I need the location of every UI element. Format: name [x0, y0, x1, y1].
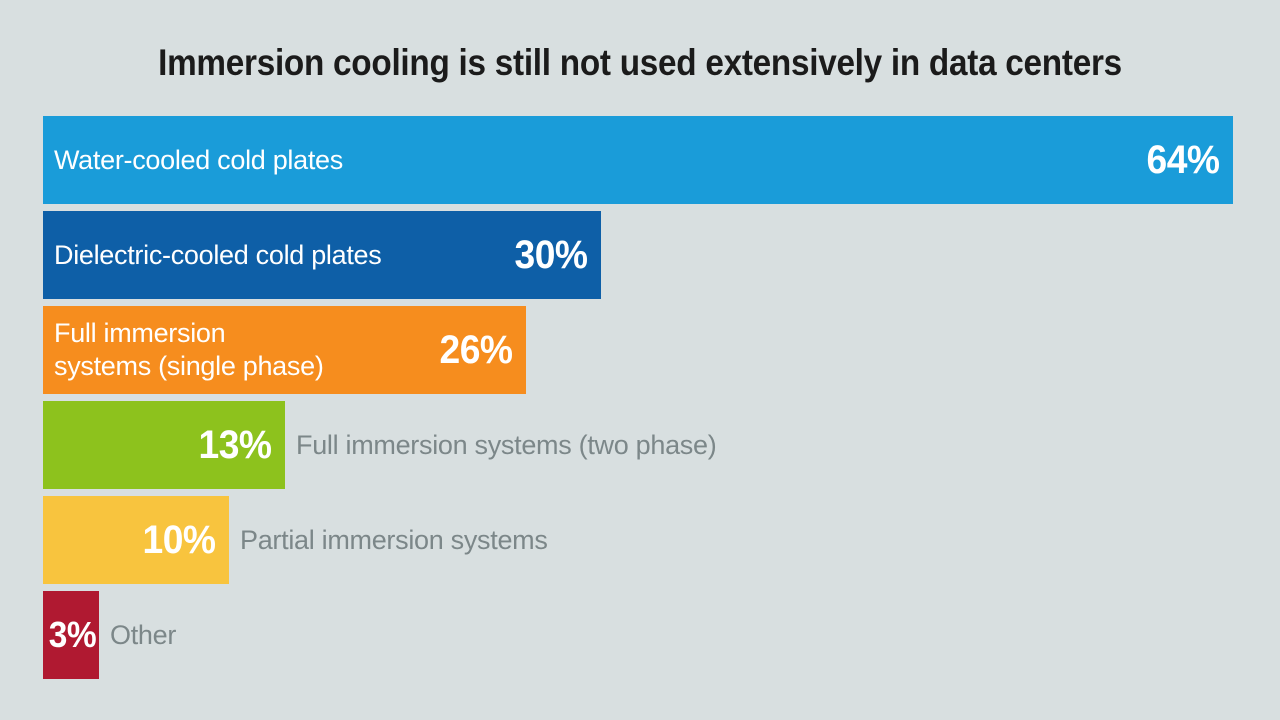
bar-value: 64% [1146, 137, 1221, 182]
bar-water-cooled-cold-plates: Water-cooled cold plates 64% [43, 116, 1233, 204]
bar-value: 10% [142, 517, 217, 562]
bar-label: Dielectric-cooled cold plates [54, 239, 382, 270]
bar-full-immersion-single-phase: Full immersion systems (single phase) 26… [43, 306, 526, 394]
bar-row: Full immersion systems (two phase) 13% F… [43, 401, 1280, 489]
bar-row: Water-cooled cold plates 64% Water-coole… [43, 116, 1280, 204]
bar-label-outside: Partial immersion systems [240, 524, 548, 555]
bar-value: 3% [48, 614, 97, 655]
bar-chart: Water-cooled cold plates 64% Water-coole… [43, 116, 1280, 686]
bar-label: Full immersion systems (single phase) [54, 318, 324, 381]
bar-value: 26% [439, 327, 514, 372]
chart-title: Immersion cooling is still not used exte… [158, 42, 1122, 83]
bar-value: 30% [514, 232, 589, 277]
bar-label-outside: Other [110, 619, 177, 650]
bar-dielectric-cooled-cold-plates: Dielectric-cooled cold plates 30% [43, 211, 601, 299]
bar-row: Partial immersion systems 10% Partial im… [43, 496, 1280, 584]
bar-row: Other 3% Other [43, 591, 1280, 679]
bar-other: Other 3% [43, 591, 99, 679]
bar-partial-immersion-systems: Partial immersion systems 10% [43, 496, 229, 584]
bar-row: Dielectric-cooled cold plates 30% Dielec… [43, 211, 1280, 299]
bar-row: Full immersion systems (single phase) 26… [43, 306, 1280, 394]
bar-label: Water-cooled cold plates [54, 144, 343, 175]
bar-full-immersion-two-phase: Full immersion systems (two phase) 13% [43, 401, 285, 489]
bar-label-outside: Full immersion systems (two phase) [296, 429, 717, 460]
bar-value: 13% [198, 422, 273, 467]
